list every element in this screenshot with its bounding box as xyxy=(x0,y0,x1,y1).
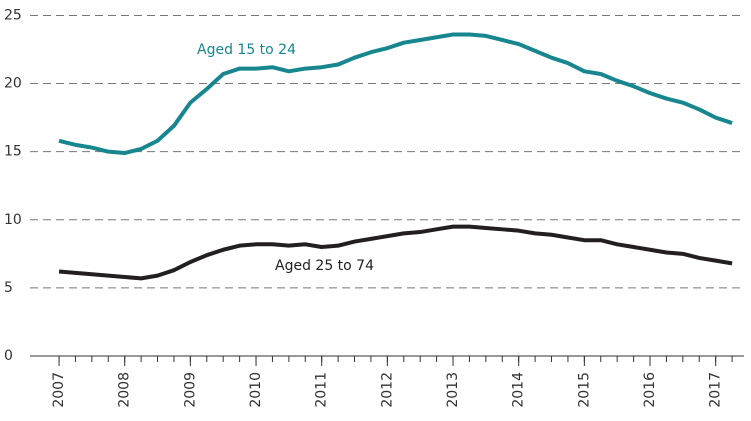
x-tick-label: 2007 xyxy=(51,372,67,408)
x-tick-label: 2014 xyxy=(511,372,527,408)
line xyxy=(58,224,733,281)
series-label: Aged 15 to 24 xyxy=(197,42,296,58)
y-tick-label: 25 xyxy=(4,7,22,23)
x-tick-label: 2010 xyxy=(248,372,264,408)
y-tick-label: 10 xyxy=(4,212,22,228)
x-tick-label: 2008 xyxy=(117,372,133,408)
line xyxy=(58,32,733,156)
y-tick-label: 20 xyxy=(4,76,22,92)
x-tick-label: 2012 xyxy=(379,372,395,408)
x-tick-label: 2009 xyxy=(182,372,198,408)
x-tick-label: 2015 xyxy=(576,372,592,408)
x-tick-label: 2017 xyxy=(708,372,724,408)
y-tick-label: 15 xyxy=(4,144,22,160)
x-tick-label: 2013 xyxy=(445,372,461,408)
y-tick-label: 0 xyxy=(4,348,13,364)
x-tick-label: 2011 xyxy=(314,372,330,408)
series-label: Aged 25 to 74 xyxy=(275,258,374,274)
x-tick-label: 2016 xyxy=(642,372,658,408)
y-tick-label: 5 xyxy=(4,280,13,296)
